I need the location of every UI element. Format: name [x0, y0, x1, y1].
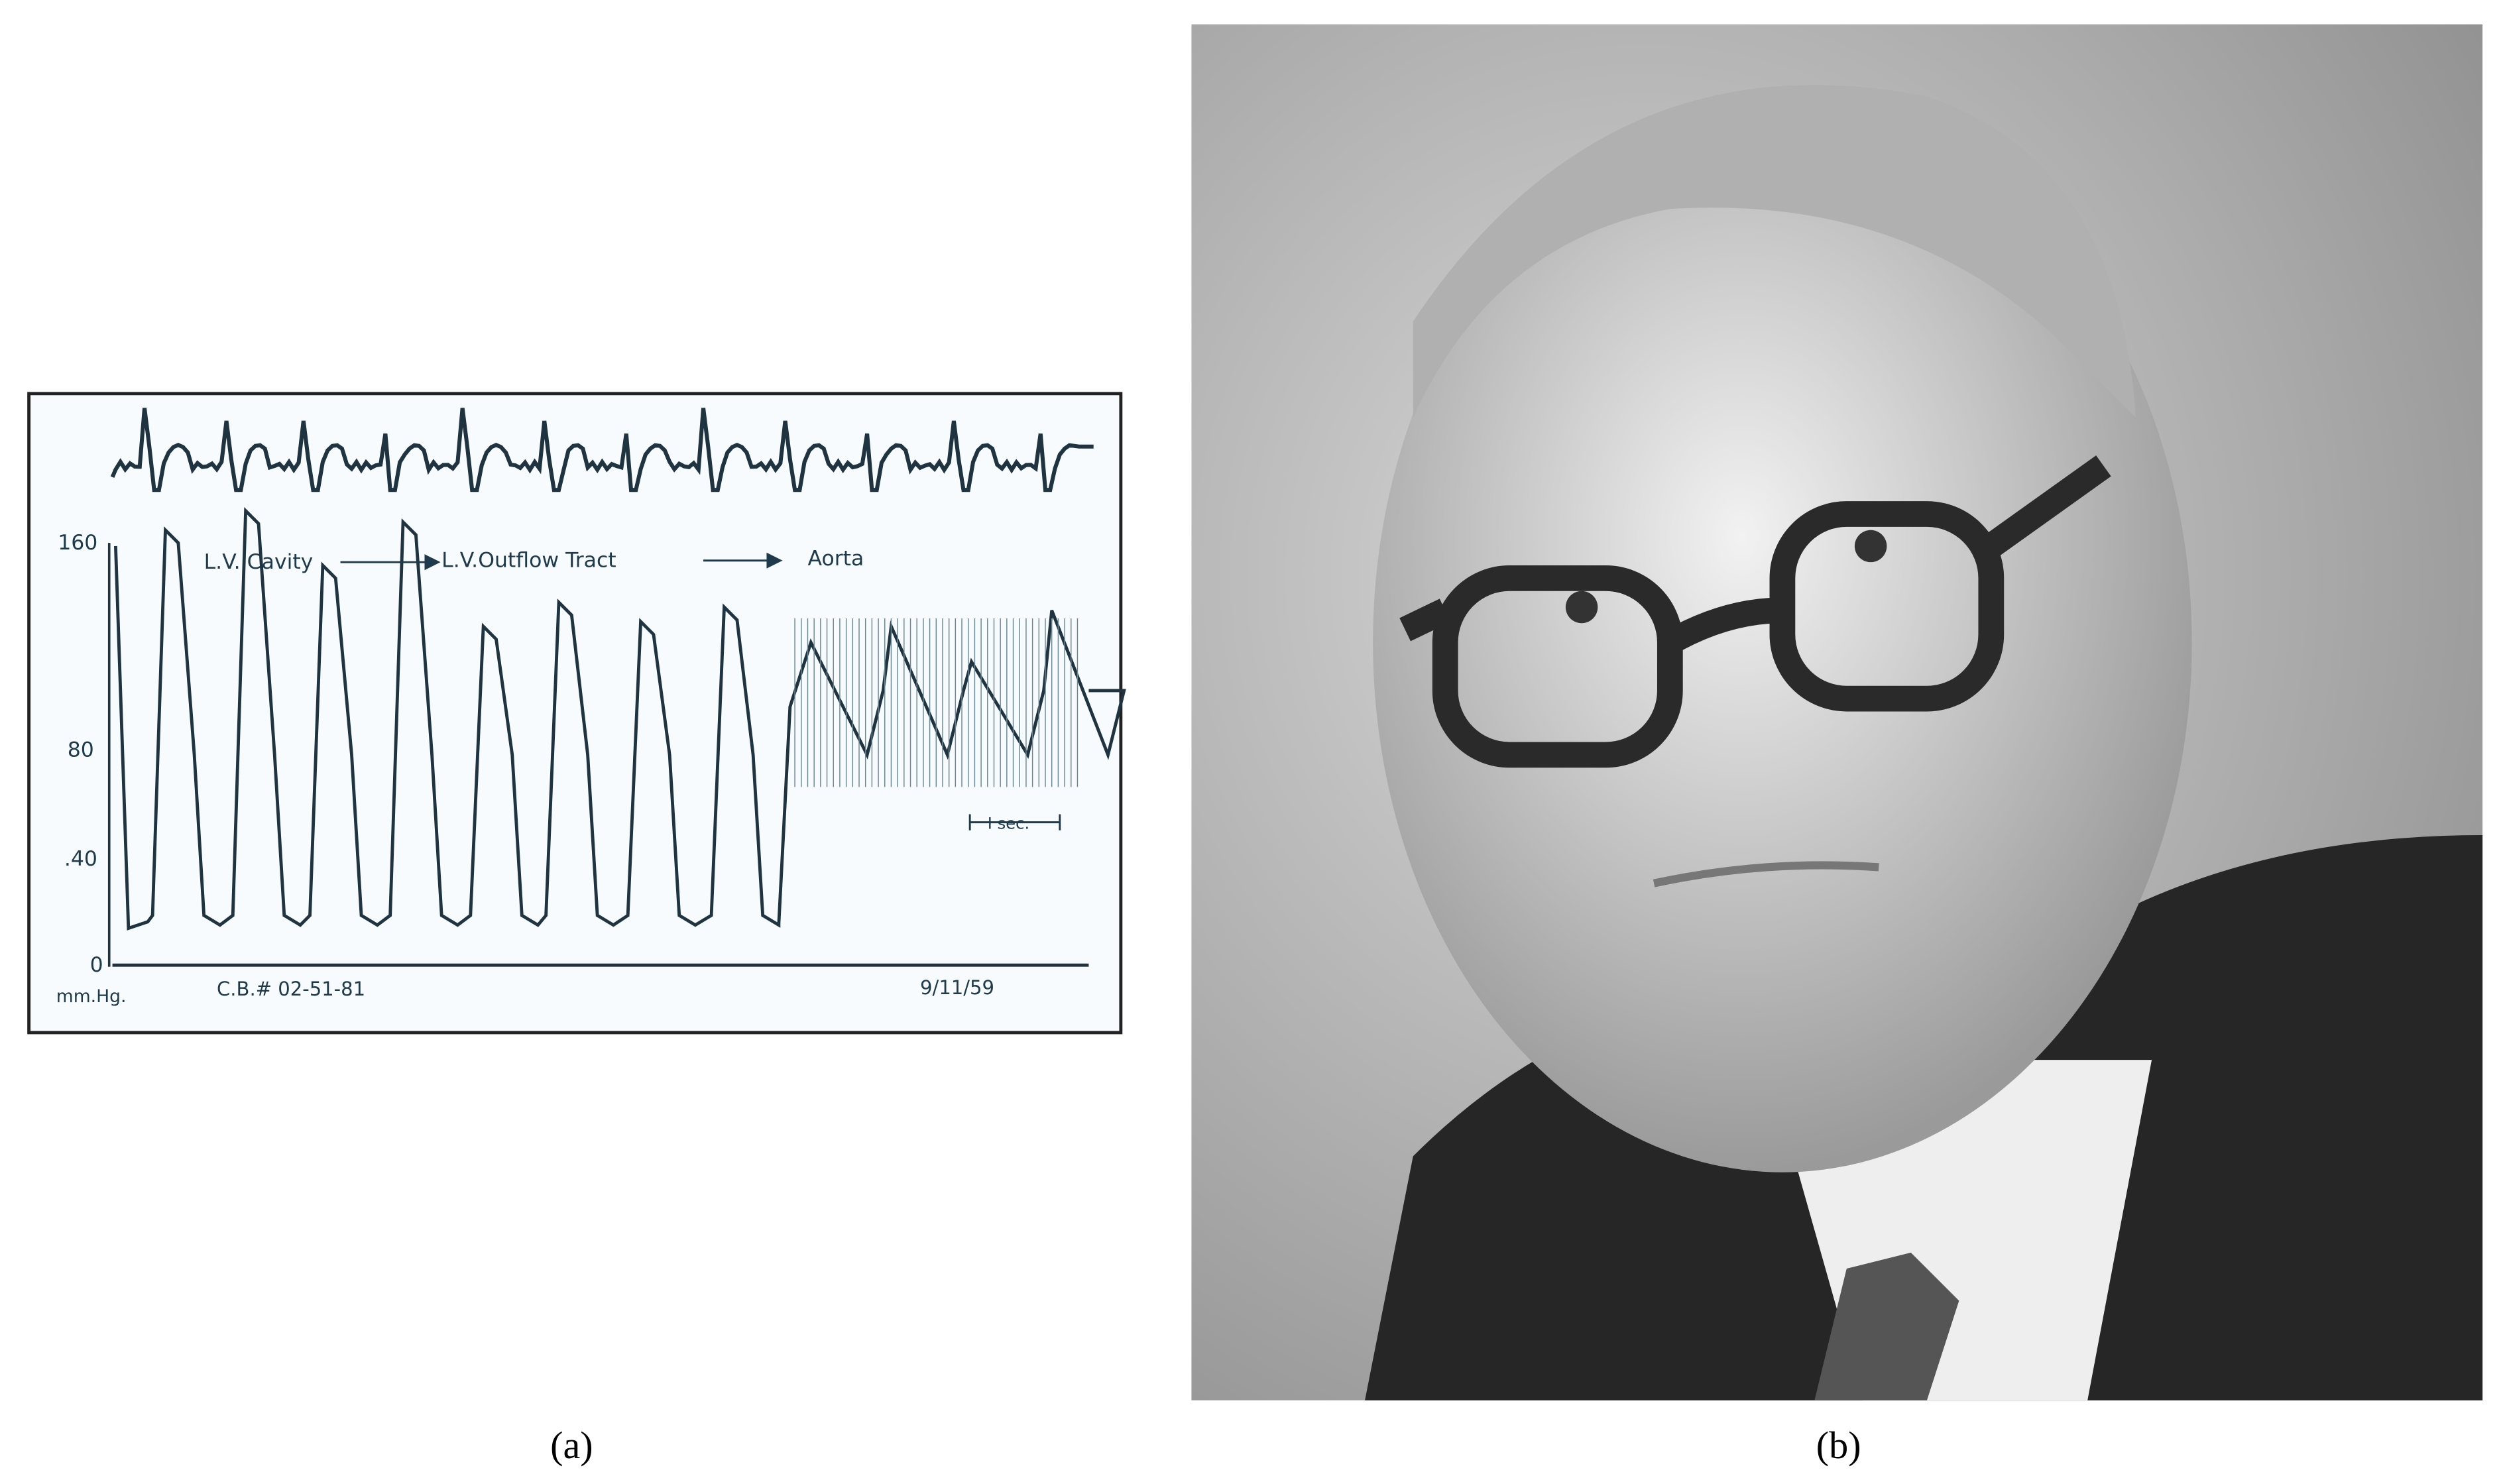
axis-label: 160 [58, 531, 97, 555]
annotation: L.V. Cavity [204, 550, 314, 574]
panel-a: 160 80 .40 0 L.V. Cavity L.V.Outflow Tra… [27, 392, 1126, 1035]
caption: (a) [550, 1424, 593, 1467]
eye [1854, 530, 1887, 563]
mouth [1653, 861, 1879, 887]
axis-label: 0 [90, 953, 103, 977]
pressure-trace [113, 506, 1126, 931]
annotation: L.V.Outflow Tract [441, 548, 616, 572]
aortic-hatching [794, 618, 1078, 787]
glasses [1399, 455, 2111, 768]
axis-label: 80 [68, 738, 94, 762]
tie [1814, 1252, 1959, 1400]
tracing-frame [27, 392, 1123, 1035]
panel-b [1191, 24, 2483, 1400]
footer-text: mm.Hg. [56, 986, 127, 1007]
footer-text: C.B.# 02-51-81 [217, 978, 365, 1000]
caption: (b) [1816, 1424, 1861, 1467]
hair [1413, 85, 2136, 418]
ecg-trace [110, 408, 1094, 492]
axis-label: .40 [64, 847, 97, 871]
annotation: Aorta [807, 547, 864, 571]
annotation: I sec. [988, 814, 1029, 832]
arrows [340, 552, 1061, 830]
eye [1565, 591, 1598, 624]
footer-text: 9/11/59 [920, 976, 994, 999]
